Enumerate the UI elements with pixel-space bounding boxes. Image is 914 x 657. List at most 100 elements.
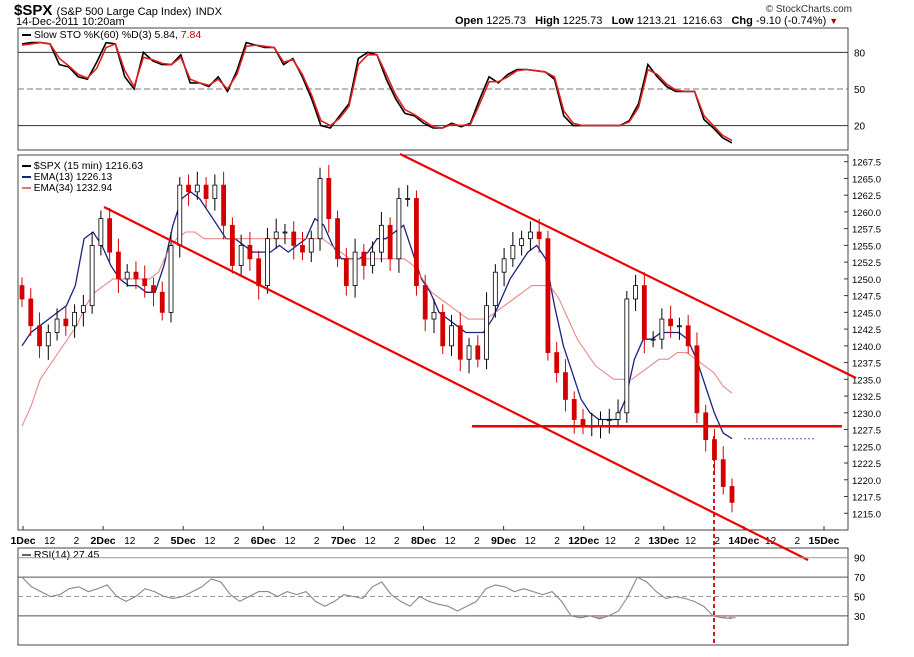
candle-body xyxy=(641,285,647,340)
ema13-title: EMA(13) 1226.13 xyxy=(33,172,113,183)
sto-legend: Slow STO %K(60) %D(3) 5.84, 7.84 xyxy=(22,29,201,41)
candle-body xyxy=(405,198,411,200)
x-tick-label: 12 xyxy=(365,536,377,547)
rsi-tick-label: 70 xyxy=(854,573,866,584)
candle-body xyxy=(527,231,533,240)
rsi-oversold-fill xyxy=(728,615,736,619)
rsi-tick-label: 30 xyxy=(854,612,866,623)
price-legend: $SPX (15 min) 1216.63 xyxy=(22,160,143,172)
candle-body xyxy=(45,332,51,347)
x-tick-label: 2Dec xyxy=(91,535,116,547)
watermark: © StockCharts.com xyxy=(765,4,852,15)
candle-body xyxy=(19,285,25,300)
candle-body xyxy=(484,305,489,360)
high-label: High xyxy=(535,15,560,27)
price-tick-label: 1215.0 xyxy=(852,509,881,520)
candle-body xyxy=(186,184,191,193)
candle-body xyxy=(361,251,367,266)
candle-body xyxy=(685,325,691,347)
price-panel-frame xyxy=(17,154,849,531)
candle-body xyxy=(396,198,402,260)
candle-body xyxy=(151,285,156,293)
candle-body xyxy=(449,325,454,347)
ema34-legend: EMA(34) 1232.94 xyxy=(22,183,112,194)
candle-body xyxy=(72,311,77,327)
x-tick-label: 14Dec xyxy=(728,535,759,547)
rsi-tick-label: 90 xyxy=(854,554,866,565)
candle-body xyxy=(563,372,568,400)
candle-body xyxy=(431,311,437,320)
candle-body xyxy=(63,318,69,327)
rsi-oversold-fill xyxy=(577,615,585,618)
candle-body xyxy=(159,291,165,313)
candle-body xyxy=(536,231,542,240)
sto-k-line xyxy=(21,41,733,144)
sto-tick-label: 80 xyxy=(854,48,866,59)
candle-body xyxy=(221,184,227,226)
price-tick-label: 1245.0 xyxy=(852,308,881,319)
price-tick-label: 1247.5 xyxy=(852,292,881,303)
price-tick-label: 1230.0 xyxy=(852,409,881,420)
x-tick-label: 2 xyxy=(154,536,160,547)
x-tick-label: 7Dec xyxy=(331,535,356,547)
candle-body xyxy=(273,231,279,240)
symbol: $SPX xyxy=(14,2,53,19)
ema13-legend-icon xyxy=(22,176,31,179)
chg-value: -9.10 (-0.74%) xyxy=(755,15,827,27)
candle-body xyxy=(677,325,682,328)
x-tick-label: 2 xyxy=(314,536,320,547)
x-tick-label: 2 xyxy=(74,536,80,547)
quote-bar: Open 1225.73 High 1225.73 Low 1213.21 12… xyxy=(455,15,838,27)
x-tick-label: 12 xyxy=(44,536,56,547)
ema13-legend: EMA(13) 1226.13 xyxy=(22,172,112,183)
candle-body xyxy=(668,318,674,327)
close-value: 1216.63 xyxy=(682,15,723,27)
x-tick-label: 2 xyxy=(474,536,480,547)
candle-body xyxy=(177,184,183,246)
ema34-legend-icon xyxy=(22,187,31,190)
candle-body xyxy=(37,325,42,347)
candle-body xyxy=(265,238,270,286)
price-tick-label: 1252.5 xyxy=(852,258,881,269)
candle-body xyxy=(194,184,200,193)
candle-body xyxy=(633,285,638,300)
x-tick-label: 12 xyxy=(445,536,457,547)
candle-body xyxy=(107,218,113,253)
ema34-line xyxy=(21,231,733,427)
candle-body xyxy=(510,245,516,260)
candle-body xyxy=(370,251,376,266)
exchange: INDX xyxy=(195,6,222,18)
chart-title: $SPX (S&P 500 Large Cap Index) INDX xyxy=(14,2,222,19)
sto-d-line xyxy=(21,41,733,142)
open-label: Open xyxy=(455,15,484,27)
candle-body xyxy=(238,245,244,266)
candle-body xyxy=(414,198,419,286)
candle-body xyxy=(440,311,446,347)
sto-title: Slow STO %K(60) %D(3) 5.84, xyxy=(33,29,178,41)
x-tick-label: 12Dec xyxy=(568,535,599,547)
channel-upper-line xyxy=(399,153,857,379)
candle-body xyxy=(142,278,148,286)
candle-body xyxy=(229,224,235,266)
rsi-tick-label: 50 xyxy=(854,593,866,604)
x-tick-label: 12 xyxy=(124,536,136,547)
open-value: 1225.73 xyxy=(486,15,526,27)
price-tick-label: 1237.5 xyxy=(852,359,881,370)
candle-body xyxy=(168,245,174,313)
price-tick-label: 1225.0 xyxy=(852,442,881,453)
sto-tick-label: 50 xyxy=(854,85,866,96)
candle-body xyxy=(203,184,209,199)
low-value: 1213.21 xyxy=(636,15,677,27)
candle-body xyxy=(343,258,349,286)
candle-body xyxy=(98,218,104,246)
x-tick-label: 5Dec xyxy=(171,535,196,547)
candle-body xyxy=(571,399,577,420)
candle-body xyxy=(326,178,332,220)
candle-body xyxy=(466,345,472,360)
x-tick-label: 12 xyxy=(204,536,216,547)
candle-body xyxy=(720,459,726,487)
candle-body xyxy=(89,245,95,307)
price-legend-icon xyxy=(22,165,31,168)
price-tick-label: 1222.5 xyxy=(852,459,881,470)
rsi-oversold-fill xyxy=(719,615,727,618)
